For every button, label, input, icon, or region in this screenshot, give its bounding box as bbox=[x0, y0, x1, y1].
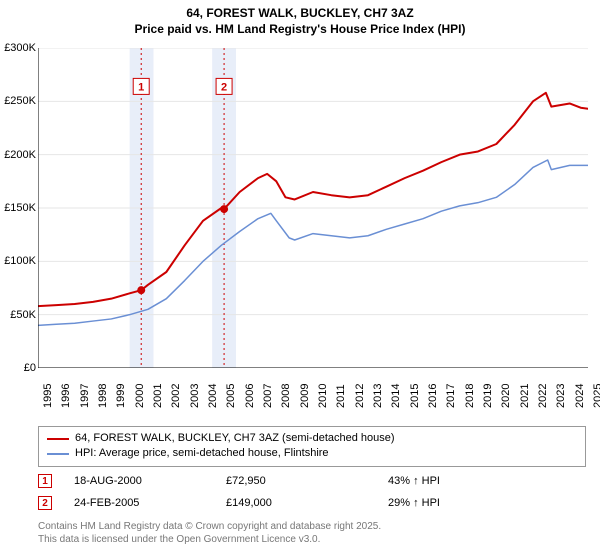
x-tick-label: 2010 bbox=[317, 384, 329, 408]
y-tick-label: £150K bbox=[0, 202, 36, 214]
x-tick-label: 2014 bbox=[390, 384, 402, 408]
x-tick-label: 1997 bbox=[79, 384, 91, 408]
chart-container: 64, FOREST WALK, BUCKLEY, CH7 3AZ Price … bbox=[0, 0, 600, 560]
x-tick-label: 2009 bbox=[299, 384, 311, 408]
x-tick-label: 2025 bbox=[592, 384, 600, 408]
sale-date: 24-FEB-2005 bbox=[74, 497, 204, 509]
x-tick-label: 2000 bbox=[134, 384, 146, 408]
sale-date: 18-AUG-2000 bbox=[74, 475, 204, 487]
svg-text:2: 2 bbox=[221, 81, 227, 93]
x-tick-label: 2024 bbox=[574, 384, 586, 408]
y-tick-label: £250K bbox=[0, 95, 36, 107]
y-tick-label: £100K bbox=[0, 255, 36, 267]
x-tick-label: 1999 bbox=[115, 384, 127, 408]
x-tick-label: 2004 bbox=[207, 384, 219, 408]
x-tick-label: 2021 bbox=[519, 384, 531, 408]
x-tick-label: 2016 bbox=[427, 384, 439, 408]
legend-label: HPI: Average price, semi-detached house,… bbox=[75, 446, 329, 461]
x-tick-label: 1996 bbox=[60, 384, 72, 408]
x-tick-label: 2005 bbox=[225, 384, 237, 408]
x-tick-label: 1998 bbox=[97, 384, 109, 408]
footer-line1: Contains HM Land Registry data © Crown c… bbox=[38, 520, 586, 533]
x-tick-label: 2007 bbox=[262, 384, 274, 408]
sale-rows: 1 18-AUG-2000 £72,950 43% ↑ HPI 2 24-FEB… bbox=[38, 470, 586, 514]
x-tick-label: 2019 bbox=[482, 384, 494, 408]
x-tick-label: 2022 bbox=[537, 384, 549, 408]
sale-row: 2 24-FEB-2005 £149,000 29% ↑ HPI bbox=[38, 492, 586, 514]
sale-row: 1 18-AUG-2000 £72,950 43% ↑ HPI bbox=[38, 470, 586, 492]
y-tick-label: £200K bbox=[0, 149, 36, 161]
x-tick-label: 2006 bbox=[244, 384, 256, 408]
title-block: 64, FOREST WALK, BUCKLEY, CH7 3AZ Price … bbox=[0, 0, 600, 37]
y-tick-label: £50K bbox=[0, 309, 36, 321]
x-tick-label: 1995 bbox=[42, 384, 54, 408]
legend-row: HPI: Average price, semi-detached house,… bbox=[47, 446, 577, 461]
x-axis-labels: 1995 1996 1997 1998 1999 2000 2001 2002 2003 2004… bbox=[38, 372, 588, 422]
sale-price: £149,000 bbox=[226, 497, 366, 509]
sale-marker-box: 2 bbox=[38, 496, 52, 510]
y-tick-label: £300K bbox=[0, 42, 36, 54]
y-tick-label: £0 bbox=[0, 362, 36, 374]
x-tick-label: 2015 bbox=[409, 384, 421, 408]
x-tick-label: 2012 bbox=[354, 384, 366, 408]
x-tick-label: 2017 bbox=[445, 384, 457, 408]
x-tick-label: 2013 bbox=[372, 384, 384, 408]
sale-price: £72,950 bbox=[226, 475, 366, 487]
legend-swatch bbox=[47, 438, 69, 440]
legend-row: 64, FOREST WALK, BUCKLEY, CH7 3AZ (semi-… bbox=[47, 431, 577, 446]
chart-svg: 12 bbox=[38, 48, 588, 368]
x-tick-label: 2001 bbox=[152, 384, 164, 408]
x-tick-label: 2008 bbox=[280, 384, 292, 408]
x-tick-label: 2023 bbox=[555, 384, 567, 408]
x-tick-label: 2020 bbox=[500, 384, 512, 408]
footer: Contains HM Land Registry data © Crown c… bbox=[38, 520, 586, 546]
legend-swatch bbox=[47, 453, 69, 455]
legend-box: 64, FOREST WALK, BUCKLEY, CH7 3AZ (semi-… bbox=[38, 426, 586, 467]
footer-line2: This data is licensed under the Open Gov… bbox=[38, 533, 586, 546]
x-tick-label: 2011 bbox=[335, 384, 347, 408]
sale-diff: 43% ↑ HPI bbox=[388, 475, 440, 487]
svg-text:1: 1 bbox=[138, 81, 144, 93]
sale-diff: 29% ↑ HPI bbox=[388, 497, 440, 509]
legend-label: 64, FOREST WALK, BUCKLEY, CH7 3AZ (semi-… bbox=[75, 431, 395, 446]
x-tick-label: 2002 bbox=[170, 384, 182, 408]
title-line1: 64, FOREST WALK, BUCKLEY, CH7 3AZ bbox=[0, 6, 600, 22]
sale-marker-box: 1 bbox=[38, 474, 52, 488]
x-tick-label: 2003 bbox=[189, 384, 201, 408]
title-line2: Price paid vs. HM Land Registry's House … bbox=[0, 22, 600, 38]
x-tick-label: 2018 bbox=[464, 384, 476, 408]
